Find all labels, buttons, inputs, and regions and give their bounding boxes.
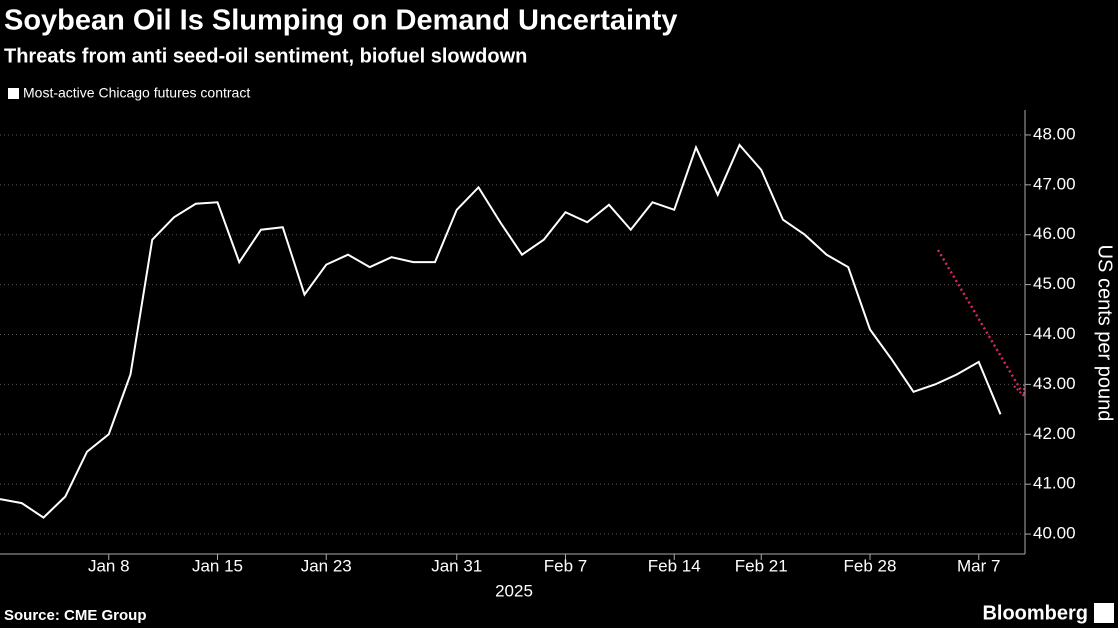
x-tick-label: Feb 28 — [844, 556, 897, 575]
x-tick-label: Feb 7 — [544, 556, 587, 575]
y-tick-label: 47.00 — [1033, 174, 1076, 193]
x-tick-label: Jan 23 — [301, 556, 352, 575]
brand-icon — [1094, 603, 1114, 623]
y-tick-label: 44.00 — [1033, 324, 1076, 343]
x-tick-label: Jan 8 — [88, 556, 130, 575]
y-tick-label: 43.00 — [1033, 374, 1076, 393]
source: Source: CME Group — [4, 607, 147, 624]
line — [0, 143, 1002, 519]
x-tick-label: Feb 14 — [648, 556, 701, 575]
chart-title: Soybean Oil Is Slumping on Demand Uncert… — [4, 5, 678, 37]
y-tick-label: 46.00 — [1033, 224, 1076, 243]
y-tick-label: 41.00 — [1033, 474, 1076, 493]
legend-label: Most-active Chicago futures contract — [23, 85, 250, 101]
x-axis-label: 2025 — [495, 581, 533, 600]
trend-arrow-head — [1013, 382, 1025, 399]
x-tick-label: Jan 31 — [431, 556, 482, 575]
y-tick-label: 45.00 — [1033, 274, 1076, 293]
x-tick-label: Mar 7 — [957, 556, 1000, 575]
y-tick-label: 40.00 — [1033, 524, 1076, 543]
x-tick-label: Feb 21 — [735, 556, 788, 575]
y-tick-label: 48.00 — [1033, 124, 1076, 143]
legend-swatch — [8, 88, 19, 99]
y-axis-label: US cents per pound — [1094, 245, 1116, 422]
chart-subtitle: Threats from anti seed-oil sentiment, bi… — [4, 45, 527, 67]
brand: Bloomberg — [982, 602, 1088, 624]
x-tick-label: Jan 15 — [192, 556, 243, 575]
y-tick-label: 42.00 — [1033, 424, 1076, 443]
